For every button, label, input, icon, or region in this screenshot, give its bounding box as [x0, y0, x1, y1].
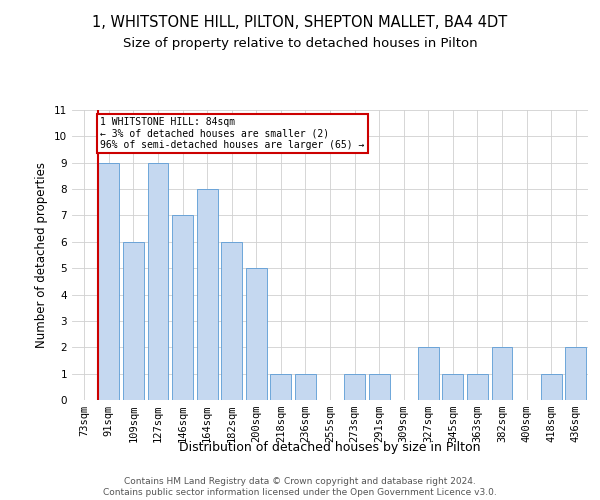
Bar — [442, 374, 463, 400]
Bar — [467, 374, 488, 400]
Text: 1, WHITSTONE HILL, PILTON, SHEPTON MALLET, BA4 4DT: 1, WHITSTONE HILL, PILTON, SHEPTON MALLE… — [92, 15, 508, 30]
Bar — [271, 374, 292, 400]
Text: Size of property relative to detached houses in Pilton: Size of property relative to detached ho… — [122, 38, 478, 51]
Bar — [221, 242, 242, 400]
Y-axis label: Number of detached properties: Number of detached properties — [35, 162, 49, 348]
Bar — [172, 216, 193, 400]
Bar — [98, 162, 119, 400]
Bar — [197, 189, 218, 400]
Bar — [418, 348, 439, 400]
Text: Contains public sector information licensed under the Open Government Licence v3: Contains public sector information licen… — [103, 488, 497, 497]
Text: Contains HM Land Registry data © Crown copyright and database right 2024.: Contains HM Land Registry data © Crown c… — [124, 476, 476, 486]
Bar — [148, 162, 169, 400]
Bar — [246, 268, 267, 400]
Text: 1 WHITSTONE HILL: 84sqm
← 3% of detached houses are smaller (2)
96% of semi-deta: 1 WHITSTONE HILL: 84sqm ← 3% of detached… — [100, 116, 365, 150]
Bar — [123, 242, 144, 400]
Bar — [541, 374, 562, 400]
Bar — [295, 374, 316, 400]
Bar — [491, 348, 512, 400]
Text: Distribution of detached houses by size in Pilton: Distribution of detached houses by size … — [179, 441, 481, 454]
Bar — [344, 374, 365, 400]
Bar — [565, 348, 586, 400]
Bar — [368, 374, 389, 400]
